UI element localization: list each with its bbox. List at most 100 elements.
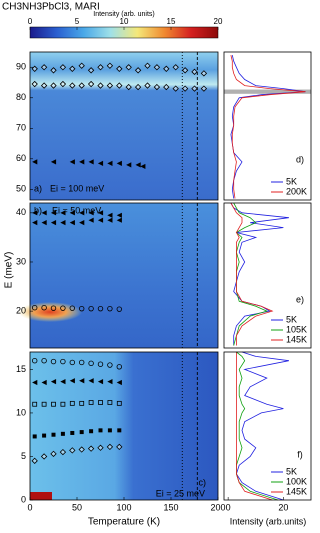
marker <box>200 70 208 77</box>
spectrum-line <box>230 202 274 346</box>
marker <box>69 65 76 72</box>
marker <box>116 65 123 72</box>
plot-frame <box>223 51 312 201</box>
marker <box>97 160 104 166</box>
y-tick-label: 0 <box>21 494 26 504</box>
legend-label: 100K <box>286 476 307 486</box>
marker <box>69 220 75 226</box>
marker <box>60 305 66 311</box>
marker <box>32 401 38 407</box>
marker <box>69 159 75 165</box>
marker <box>50 67 57 74</box>
marker <box>79 400 85 406</box>
marker <box>41 379 47 386</box>
marker <box>60 210 66 216</box>
marker <box>69 210 75 216</box>
marker <box>144 62 151 69</box>
marker <box>97 379 104 385</box>
marker <box>163 65 170 72</box>
legend-label: 145K <box>286 486 307 496</box>
marker <box>69 305 75 311</box>
marker <box>41 304 47 311</box>
colorbar-tick-label: 5 <box>75 17 80 26</box>
marker <box>31 65 38 72</box>
marker <box>31 80 38 88</box>
legend-label: 5K <box>286 314 297 324</box>
x-tick-label: 0 <box>226 502 231 512</box>
marker <box>78 82 85 89</box>
panel-label: c) <box>199 477 207 487</box>
panel-label: d) <box>296 154 304 164</box>
panel-label: b) <box>34 205 42 215</box>
marker <box>42 433 47 438</box>
heatmap <box>30 52 218 200</box>
marker <box>69 378 75 384</box>
heatmap-hot <box>30 492 52 500</box>
y-tick-label: 5 <box>21 451 26 461</box>
y-tick-label: 60 <box>16 153 26 163</box>
marker <box>87 80 95 88</box>
plot-frame <box>223 351 312 501</box>
y-tick-label: 20 <box>16 306 26 316</box>
marker <box>59 448 67 456</box>
y-tick-label: 50 <box>16 184 26 194</box>
spectrum-line <box>230 55 306 199</box>
marker <box>41 210 47 216</box>
plot-frame <box>29 51 219 201</box>
y-tick-label: 15 <box>16 364 26 374</box>
marker <box>88 217 94 223</box>
marker <box>79 159 85 165</box>
marker <box>172 64 179 71</box>
marker <box>60 431 65 436</box>
marker <box>200 85 208 92</box>
marker <box>50 210 57 216</box>
marker <box>32 379 38 386</box>
marker <box>98 400 103 405</box>
marker <box>116 400 122 406</box>
marker <box>144 82 151 89</box>
y-tick-label: 80 <box>16 92 26 102</box>
marker <box>107 400 113 405</box>
x-tick-label: 50 <box>72 502 82 512</box>
marker <box>181 67 189 74</box>
marker <box>78 359 85 366</box>
marker <box>89 429 94 434</box>
marker <box>87 67 95 74</box>
marker <box>69 359 75 366</box>
colorbar-tick-label: 0 <box>28 17 33 26</box>
marker <box>50 450 57 458</box>
marker <box>50 220 57 226</box>
marker <box>116 212 122 218</box>
x-axis-label: Temperature (K) <box>88 517 160 528</box>
marker <box>107 212 113 218</box>
marker <box>32 434 37 439</box>
marker <box>153 83 161 91</box>
marker <box>191 68 198 76</box>
x-tick-label: 20 <box>278 502 288 512</box>
marker <box>97 361 104 367</box>
spectrum-line <box>236 352 273 501</box>
colorbar-label: Intensity (arb. units) <box>93 11 154 18</box>
y-tick-label: 10 <box>16 407 26 417</box>
marker <box>51 432 56 437</box>
marker <box>163 83 170 91</box>
legend-label: 105K <box>286 324 307 334</box>
x-tick-label: 100 <box>116 502 131 512</box>
marker <box>107 305 113 312</box>
marker <box>78 62 85 69</box>
marker <box>31 457 38 464</box>
colorbar-tick-label: 20 <box>214 17 223 26</box>
marker <box>60 220 66 226</box>
marker <box>87 445 95 452</box>
marker <box>69 447 76 454</box>
x-tick-label: 200 <box>210 502 225 512</box>
marker <box>140 163 146 170</box>
marker <box>107 379 113 385</box>
marker <box>40 64 48 71</box>
marker <box>107 428 112 433</box>
marker <box>106 443 114 451</box>
marker <box>135 162 141 168</box>
marker <box>41 358 47 364</box>
marker <box>32 304 38 311</box>
